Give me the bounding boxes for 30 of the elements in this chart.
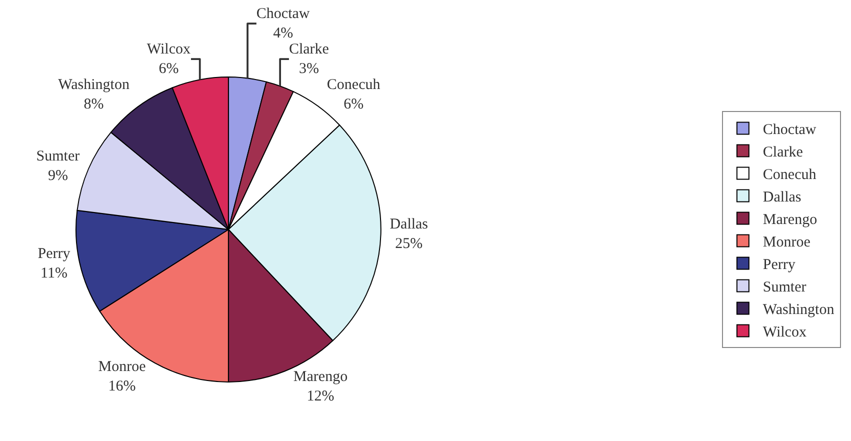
legend-label: Monroe [762,234,811,251]
data-label: 3% [298,60,319,77]
data-label: 6% [158,60,179,77]
data-label: 16% [108,378,136,394]
data-label: 11% [40,265,68,282]
slice-label: Perry [38,246,71,262]
slice-label: Washington [58,76,130,93]
legend-label: Washington [762,302,835,318]
data-label: 12% [306,388,334,404]
slice-label: Clarke [288,41,330,58]
slice-label: Wilcox [146,41,191,58]
data-label: 9% [48,168,68,184]
legend-label: Choctaw [762,122,816,138]
legend-label: Clarke [762,144,804,161]
data-label: 4% [273,25,294,42]
legend-label: Dallas [762,190,802,206]
slice-label: Choctaw [256,6,310,22]
slice-label: Monroe [98,358,146,375]
slice-label: Marengo [293,368,348,385]
slice-label: Conecuh [326,76,381,93]
data-label: 8% [84,96,104,112]
slice-label: Sumter [36,148,80,164]
legend-label: Wilcox [762,324,807,341]
legend-label: Sumter [762,280,806,296]
slice-label: Dallas [390,216,428,233]
data-label: 6% [344,96,364,112]
data-label: 25% [395,236,423,252]
legend-label: Marengo [762,212,818,228]
legend-label: Conecuh [762,167,817,184]
legend-label: Perry [762,257,796,274]
